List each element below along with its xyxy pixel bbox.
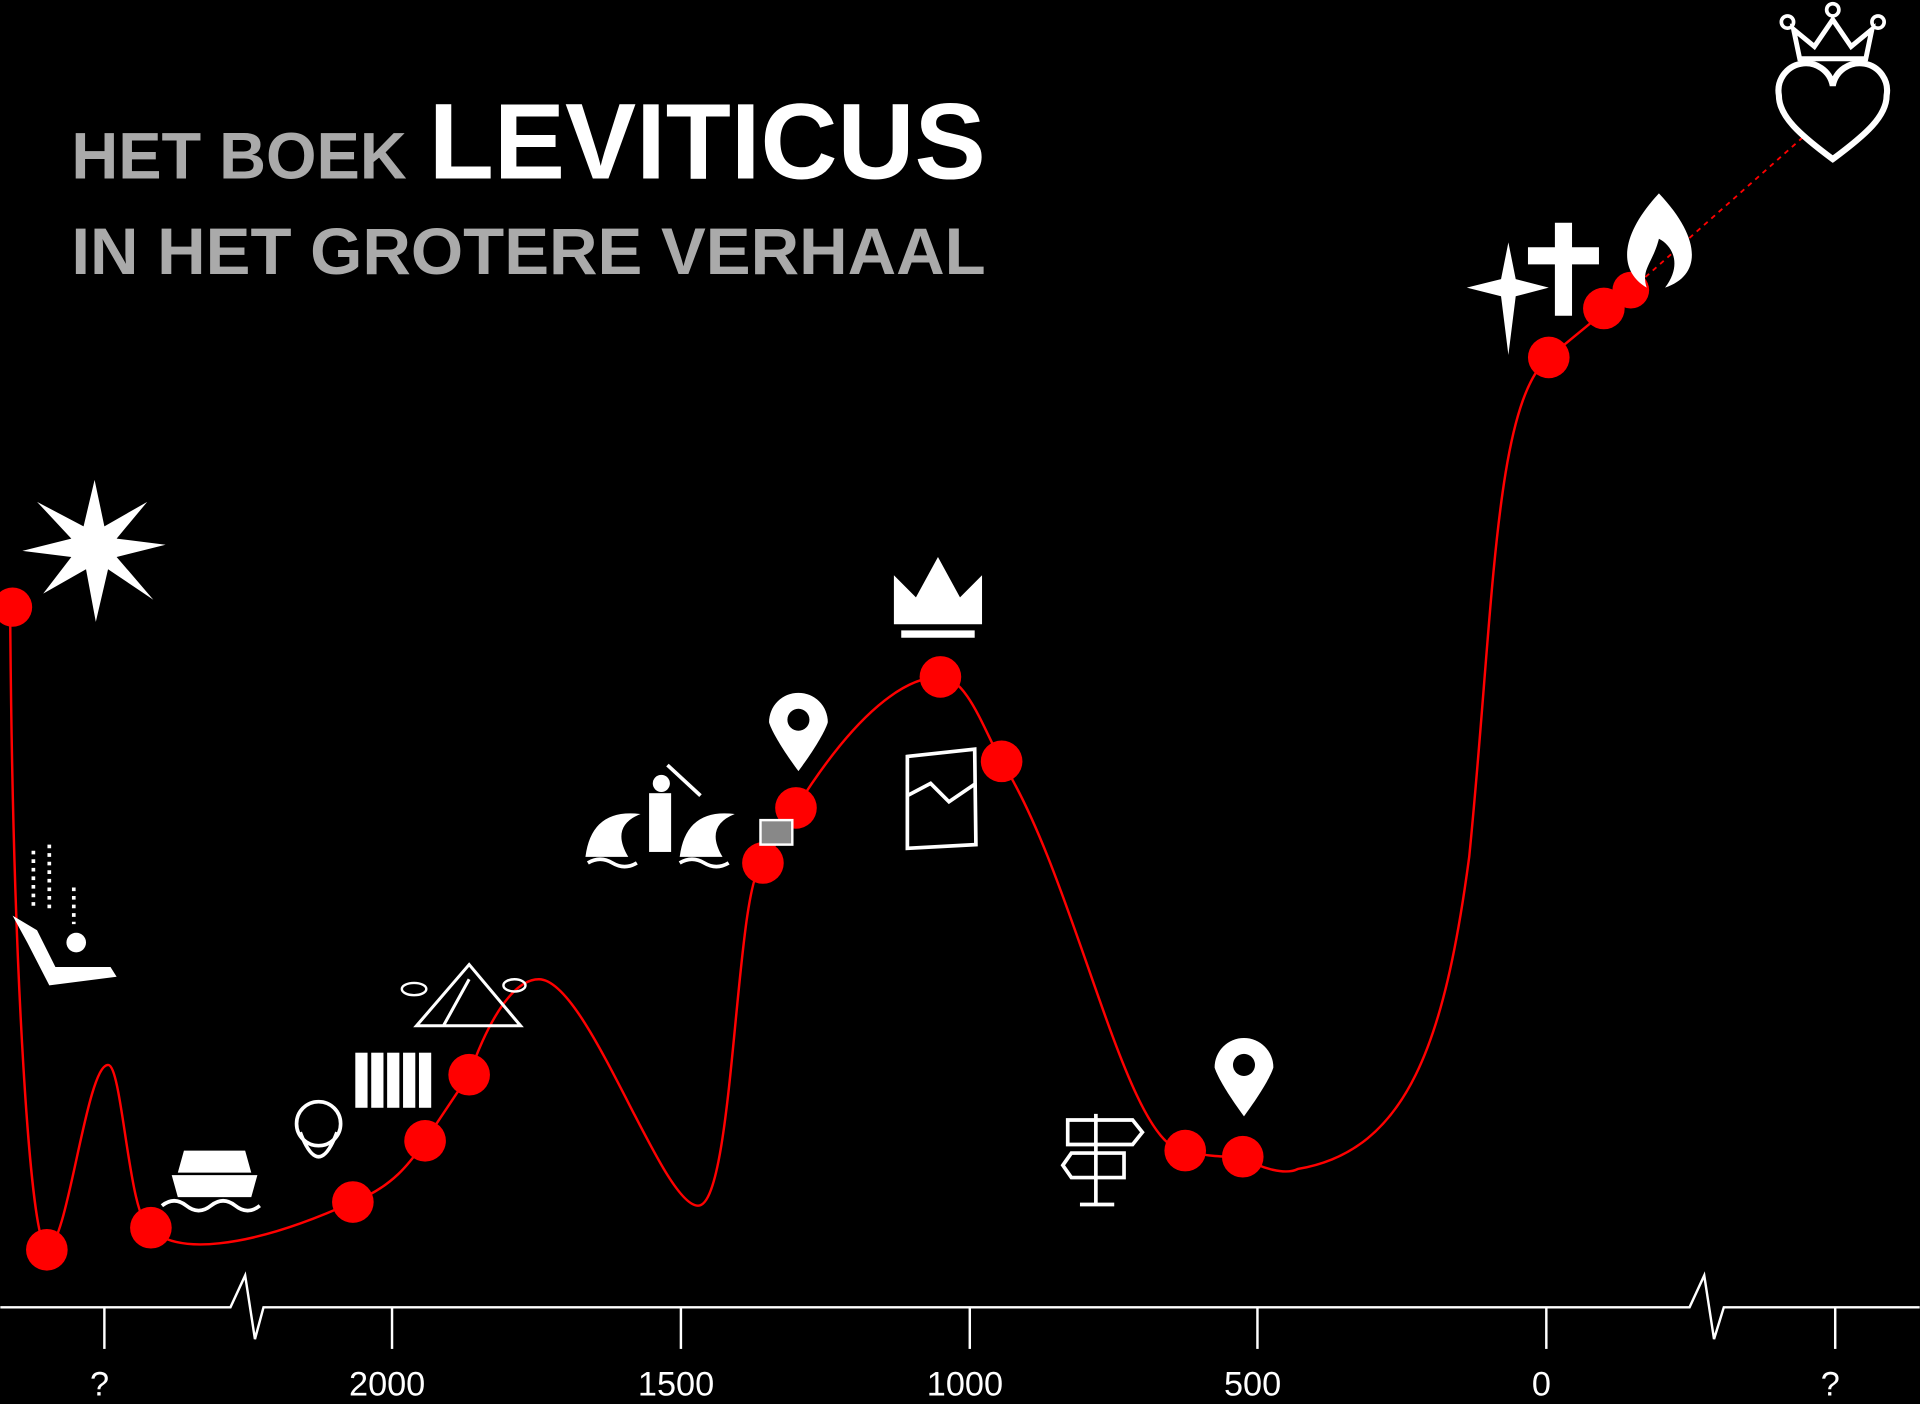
tick-label: 2000 xyxy=(349,1365,425,1403)
tick-label: ? xyxy=(90,1365,109,1403)
marker-box xyxy=(759,818,794,846)
title-main: LEVITICUS xyxy=(429,81,986,202)
title-prefix: HET BOEK xyxy=(71,120,407,194)
story-curve xyxy=(8,289,1632,1250)
subtitle: IN HET GROTERE VERHAAL xyxy=(71,215,985,289)
tick-label: 0 xyxy=(1532,1365,1551,1403)
icons xyxy=(12,1,1891,1213)
event-dots xyxy=(0,271,1650,1271)
tick-label: 500 xyxy=(1224,1365,1281,1403)
tick-label: ? xyxy=(1821,1365,1840,1403)
tick-label: 1500 xyxy=(638,1365,714,1403)
tick-label: 1000 xyxy=(927,1365,1003,1403)
time-axis xyxy=(0,1271,1920,1340)
